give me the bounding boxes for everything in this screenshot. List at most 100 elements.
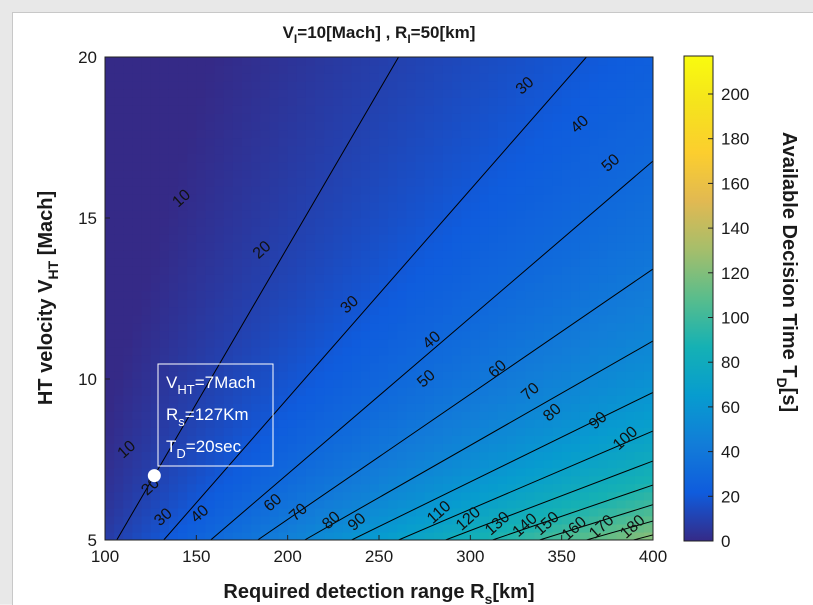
heatmap-cell bbox=[497, 129, 508, 139]
heatmap-cell bbox=[168, 330, 179, 340]
heatmap-cell bbox=[452, 459, 462, 469]
heatmap-cell bbox=[205, 177, 216, 187]
heatmap-cell bbox=[333, 507, 344, 517]
x-tick-label: 200 bbox=[273, 547, 301, 566]
heatmap-cell bbox=[324, 483, 334, 493]
heatmap-cell bbox=[607, 387, 618, 396]
heatmap-cell bbox=[579, 459, 590, 469]
heatmap-cell bbox=[150, 209, 161, 219]
heatmap-cell bbox=[516, 499, 526, 509]
heatmap-cell bbox=[187, 443, 197, 453]
heatmap-cell bbox=[379, 411, 389, 420]
heatmap-cell bbox=[232, 370, 243, 380]
heatmap-cell bbox=[196, 209, 207, 219]
heatmap-cell bbox=[579, 435, 590, 444]
heatmap-cell bbox=[607, 330, 618, 340]
heatmap-cell bbox=[497, 258, 508, 267]
x-axis-title-main: Required detection range R bbox=[223, 581, 485, 603]
heatmap-cell bbox=[406, 531, 417, 540]
heatmap-cell bbox=[105, 121, 115, 131]
heatmap-cell bbox=[123, 314, 133, 324]
heatmap-cell bbox=[351, 475, 362, 485]
heatmap-cell bbox=[187, 370, 197, 380]
heatmap-cell bbox=[278, 427, 289, 436]
heatmap-cell bbox=[242, 443, 252, 453]
heatmap-cell bbox=[634, 250, 645, 259]
heatmap-cell bbox=[315, 226, 325, 235]
heatmap-cell bbox=[506, 145, 517, 155]
heatmap-cell bbox=[643, 387, 653, 396]
heatmap-cell bbox=[470, 379, 481, 388]
heatmap-cell bbox=[305, 258, 316, 267]
heatmap-cell bbox=[579, 346, 590, 356]
heatmap-cell bbox=[260, 435, 270, 444]
heatmap-cell bbox=[187, 169, 197, 179]
heatmap-cell bbox=[470, 258, 481, 267]
heatmap-cell bbox=[516, 379, 526, 388]
heatmap-cell bbox=[598, 137, 608, 147]
heatmap-cell bbox=[525, 234, 535, 243]
heatmap-cell bbox=[589, 226, 599, 235]
heatmap-cell bbox=[132, 73, 143, 82]
heatmap-cell bbox=[132, 523, 143, 533]
heatmap-cell bbox=[625, 523, 636, 533]
heatmap-cell bbox=[342, 379, 353, 388]
heatmap-cell bbox=[205, 161, 216, 171]
heatmap-cell bbox=[406, 427, 417, 436]
heatmap-cell bbox=[251, 89, 261, 98]
heatmap-cell bbox=[369, 330, 380, 340]
heatmap-cell bbox=[616, 65, 627, 74]
heatmap-cell bbox=[561, 242, 572, 251]
heatmap-cell bbox=[543, 97, 554, 106]
heatmap-cell bbox=[643, 491, 653, 501]
heatmap-cell bbox=[315, 169, 325, 179]
heatmap-cell bbox=[552, 531, 563, 540]
heatmap-cell bbox=[616, 290, 627, 300]
heatmap-cell bbox=[351, 57, 362, 66]
heatmap-cell bbox=[488, 266, 499, 275]
figure-window-left-strip bbox=[0, 12, 12, 604]
heatmap-cell bbox=[141, 370, 152, 380]
heatmap-cell bbox=[242, 298, 252, 308]
heatmap-cell bbox=[488, 242, 499, 251]
heatmap-cell bbox=[643, 97, 653, 106]
heatmap-cell bbox=[607, 507, 618, 517]
heatmap-cell bbox=[251, 515, 261, 525]
heatmap-cell bbox=[159, 282, 170, 292]
heatmap-cell bbox=[442, 314, 453, 324]
heatmap-cell bbox=[324, 314, 334, 324]
heatmap-cell bbox=[406, 209, 417, 219]
heatmap-cell bbox=[123, 57, 133, 66]
heatmap-cell bbox=[579, 201, 590, 211]
x-axis-title-sub: s bbox=[485, 591, 493, 604]
heatmap-cell bbox=[452, 370, 462, 380]
heatmap-cell bbox=[397, 387, 407, 396]
heatmap-cell bbox=[479, 419, 490, 428]
heatmap-cell bbox=[242, 314, 252, 324]
heatmap-cell bbox=[223, 282, 234, 292]
heatmap-cell bbox=[105, 266, 115, 275]
heatmap-cell bbox=[205, 137, 216, 147]
heatmap-cell bbox=[379, 266, 389, 275]
heatmap-cell bbox=[141, 266, 152, 275]
heatmap-cell bbox=[114, 523, 124, 533]
heatmap-cell bbox=[168, 242, 179, 251]
heatmap-cell bbox=[333, 89, 344, 98]
heatmap-cell bbox=[452, 81, 462, 90]
heatmap-cell bbox=[579, 73, 590, 82]
heatmap-cell bbox=[251, 523, 261, 533]
heatmap-cell bbox=[269, 403, 280, 412]
heatmap-cell bbox=[534, 177, 544, 187]
heatmap-cell bbox=[369, 177, 380, 187]
heatmap-cell bbox=[214, 411, 225, 420]
heatmap-cell bbox=[105, 483, 115, 493]
heatmap-cell bbox=[452, 475, 462, 485]
heatmap-cell bbox=[442, 274, 453, 283]
heatmap-cell bbox=[534, 234, 544, 243]
heatmap-cell bbox=[251, 185, 261, 195]
heatmap-cell bbox=[251, 338, 261, 348]
heatmap-cell bbox=[525, 427, 535, 436]
heatmap-cell bbox=[543, 314, 554, 324]
heatmap-cell bbox=[598, 209, 608, 219]
heatmap-cell bbox=[132, 105, 143, 114]
